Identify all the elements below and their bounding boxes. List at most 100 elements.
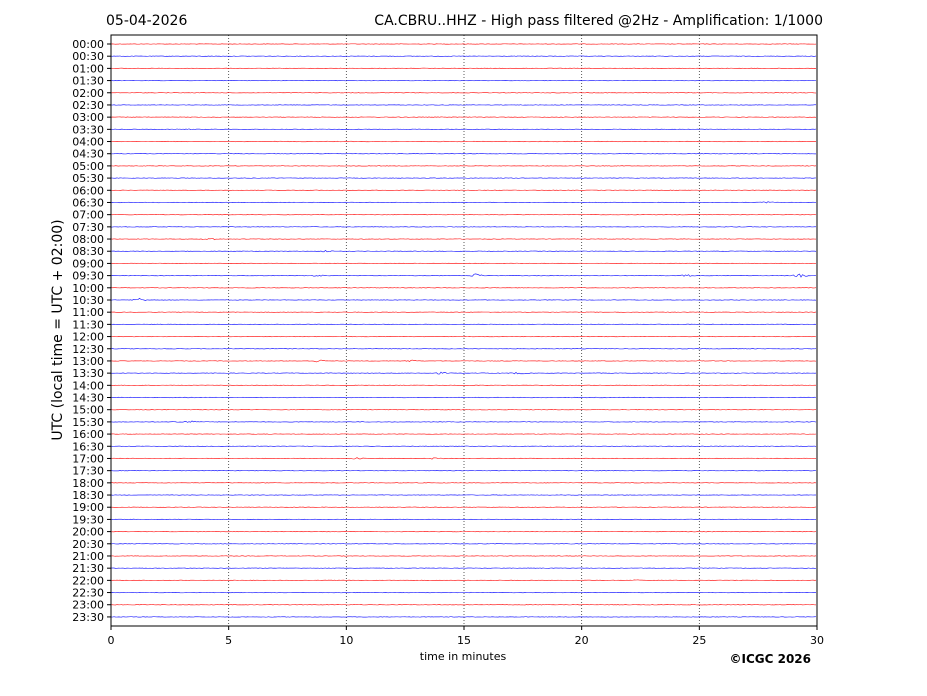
trace-0300 [110, 116, 817, 118]
trace-1900 [110, 506, 817, 508]
plot-frame [110, 34, 818, 627]
trace-0600 [110, 189, 817, 191]
trace-1830 [110, 494, 817, 496]
trace-0900 [110, 262, 817, 265]
trace-1230 [110, 348, 817, 350]
trace-2200 [110, 579, 817, 582]
y-tick-label: 14:30 [72, 392, 104, 405]
trace-0500 [110, 165, 817, 167]
x-tick-label: 15 [457, 634, 471, 647]
y-tick-label: 10:30 [72, 294, 104, 307]
y-tick-label: 02:30 [72, 99, 104, 112]
trace-0530 [110, 177, 817, 179]
y-tick-label: 12:00 [72, 331, 104, 344]
y-tick-label: 03:30 [72, 123, 104, 136]
trace-0030 [110, 55, 817, 57]
trace-1430 [110, 396, 817, 399]
trace-0630 [110, 201, 817, 204]
y-tick-label: 07:30 [72, 221, 104, 234]
y-tick-label: 04:30 [72, 148, 104, 161]
y-tick-label: 17:30 [72, 465, 104, 478]
y-tick-label: 21:30 [72, 562, 104, 575]
trace-0200 [110, 92, 817, 94]
y-tick-label: 04:00 [72, 136, 104, 149]
y-tick-label: 22:00 [72, 574, 104, 587]
vertical-grid [228, 35, 700, 626]
y-tick-label: 08:00 [72, 233, 104, 246]
trace-2100 [110, 555, 817, 557]
y-tick-label: 16:30 [72, 440, 104, 453]
x-tick-label: 0 [108, 634, 115, 647]
trace-1930 [110, 518, 817, 521]
x-tick-label: 10 [339, 634, 353, 647]
x-axis-ticks: 0 5 10 15 20 25 30 [108, 626, 824, 647]
trace-0330 [110, 128, 817, 131]
trace-2000 [110, 530, 817, 533]
trace-1800 [110, 482, 817, 484]
y-tick-label: 06:00 [72, 184, 104, 197]
y-tick-label: 01:30 [72, 75, 104, 88]
trace-0000 [110, 43, 817, 45]
trace-2130 [110, 567, 817, 569]
y-tick-label: 20:00 [72, 526, 104, 539]
trace-2330 [110, 616, 817, 618]
y-tick-label: 00:30 [72, 50, 104, 63]
trace-0100 [110, 67, 817, 69]
y-tick-label: 17:00 [72, 452, 104, 465]
trace-0730 [110, 226, 817, 228]
y-tick-label: 14:00 [72, 379, 104, 392]
y-tick-label: 19:30 [72, 513, 104, 526]
trace-1030 [110, 297, 817, 301]
y-tick-label: 20:30 [72, 538, 104, 551]
trace-1530 [110, 420, 817, 423]
trace-0830 [110, 249, 817, 253]
trace-1700 [110, 457, 817, 460]
y-tick-label: 23:00 [72, 599, 104, 612]
y-tick-label: 12:30 [72, 343, 104, 356]
traces [110, 43, 817, 618]
trace-0800 [110, 238, 817, 241]
trace-0130 [110, 79, 817, 82]
trace-0430 [110, 153, 817, 155]
y-tick-label: 11:30 [72, 318, 104, 331]
y-tick-label: 01:00 [72, 62, 104, 75]
y-tick-label: 18:30 [72, 489, 104, 502]
trace-0230 [110, 104, 817, 106]
x-axis-label: time in minutes [420, 650, 507, 663]
y-tick-label: 09:30 [72, 270, 104, 283]
y-axis-label: UTC (local time = UTC + 02:00) [50, 219, 66, 440]
y-tick-label: 00:00 [72, 38, 104, 51]
trace-0930 [110, 273, 817, 278]
trace-2230 [110, 591, 817, 594]
trace-1400 [110, 384, 817, 386]
x-tick-label: 20 [575, 634, 589, 647]
date-label: 05-04-2026 [106, 13, 187, 29]
y-tick-label: 13:00 [72, 355, 104, 368]
trace-1330 [110, 371, 817, 375]
copyright: ©ICGC 2026 [729, 652, 811, 666]
y-tick-label: 22:30 [72, 587, 104, 600]
y-tick-label: 06:30 [72, 196, 104, 209]
y-tick-label: 05:00 [72, 160, 104, 173]
y-tick-label: 19:00 [72, 501, 104, 514]
y-tick-label: 21:00 [72, 550, 104, 563]
y-tick-label: 15:00 [72, 404, 104, 417]
y-tick-label: 09:00 [72, 257, 104, 270]
y-tick-label: 16:00 [72, 428, 104, 441]
trace-1500 [110, 409, 817, 411]
y-tick-label: 08:30 [72, 245, 104, 258]
y-tick-label: 11:00 [72, 306, 104, 319]
trace-2030 [110, 543, 817, 545]
y-tick-label: 07:00 [72, 209, 104, 222]
y-tick-label: 02:00 [72, 87, 104, 100]
y-tick-label: 10:00 [72, 282, 104, 295]
trace-1730 [110, 470, 817, 472]
x-tick-label: 25 [692, 634, 706, 647]
y-tick-label: 03:00 [72, 111, 104, 124]
y-tick-label: 15:30 [72, 416, 104, 429]
y-tick-label: 23:30 [72, 611, 104, 624]
trace-1630 [110, 445, 817, 447]
x-tick-label: 5 [225, 634, 232, 647]
x-tick-label: 30 [810, 634, 824, 647]
